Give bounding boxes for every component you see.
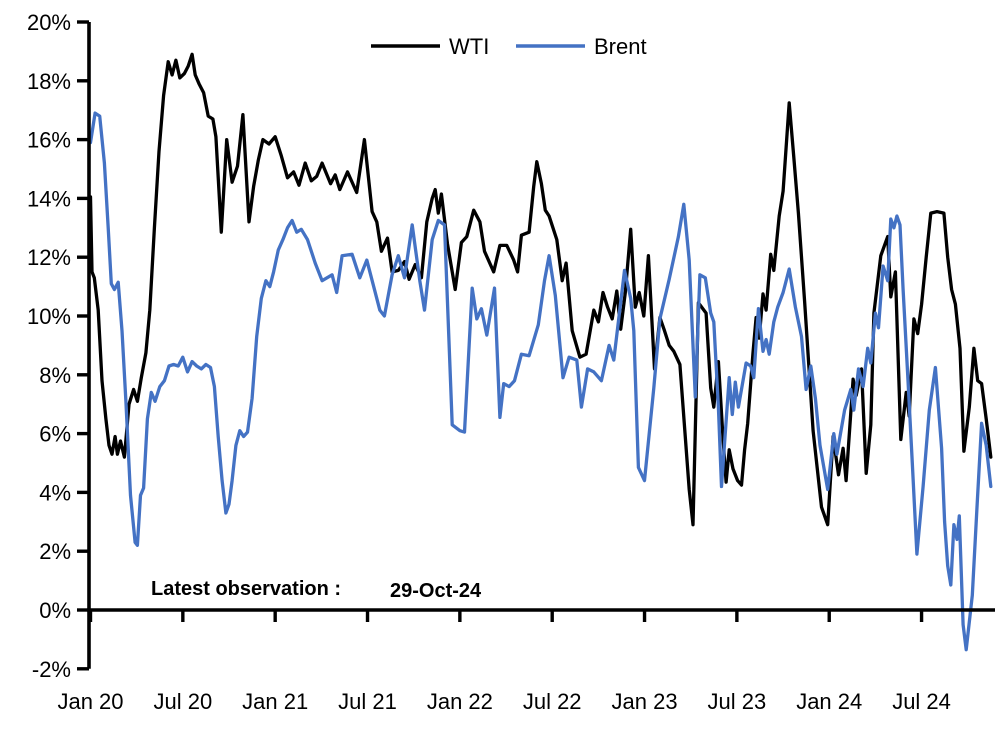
- y-tick-label: 0%: [39, 598, 71, 623]
- x-tick-label: Jul 24: [892, 689, 951, 714]
- x-axis: Jan 20 Jul 20 Jan 21 Jul 21 Jan 22 Jul 22 Jan …: [57, 608, 995, 714]
- y-tick-label: 6%: [39, 422, 71, 447]
- wti-line: [88, 52, 993, 527]
- series-group: [88, 52, 993, 652]
- x-tick-label: Jul 22: [523, 689, 582, 714]
- wti-legend-label: WTI: [449, 34, 489, 59]
- x-tick-label: Jan 22: [427, 689, 493, 714]
- legend: WTI Brent: [371, 34, 647, 59]
- x-tick-label: Jan 24: [796, 689, 862, 714]
- latest-observation-label: Latest observation :: [151, 578, 341, 600]
- brent-line: [88, 111, 993, 652]
- x-tick-label: Jul 21: [338, 689, 397, 714]
- x-tick-label: Jul 20: [153, 689, 212, 714]
- y-tick-label: 8%: [39, 363, 71, 388]
- y-tick-label: -2%: [32, 657, 71, 682]
- y-tick-label: 20%: [27, 10, 71, 35]
- x-tick-label: Jan 20: [57, 689, 123, 714]
- y-tick-label: 14%: [27, 186, 71, 211]
- y-tick-label: 16%: [27, 128, 71, 153]
- y-tick-label: 2%: [39, 539, 71, 564]
- y-tick-label: 4%: [39, 480, 71, 505]
- x-tick-label: Jul 23: [708, 689, 767, 714]
- y-tick-label: 10%: [27, 304, 71, 329]
- y-tick-label: 12%: [27, 245, 71, 270]
- latest-observation-value: 29-Oct-24: [390, 580, 482, 602]
- y-tick-label: 18%: [27, 69, 71, 94]
- brent-legend-label: Brent: [594, 34, 647, 59]
- x-tick-label: Jan 21: [242, 689, 308, 714]
- latest-observation-annotation: Latest observation : 29-Oct-24: [151, 578, 482, 602]
- x-tick-label: Jan 23: [612, 689, 678, 714]
- y-axis: 20% 18% 16% 14% 12% 10% 8% 6% 4% 2% 0% -2%: [27, 10, 91, 682]
